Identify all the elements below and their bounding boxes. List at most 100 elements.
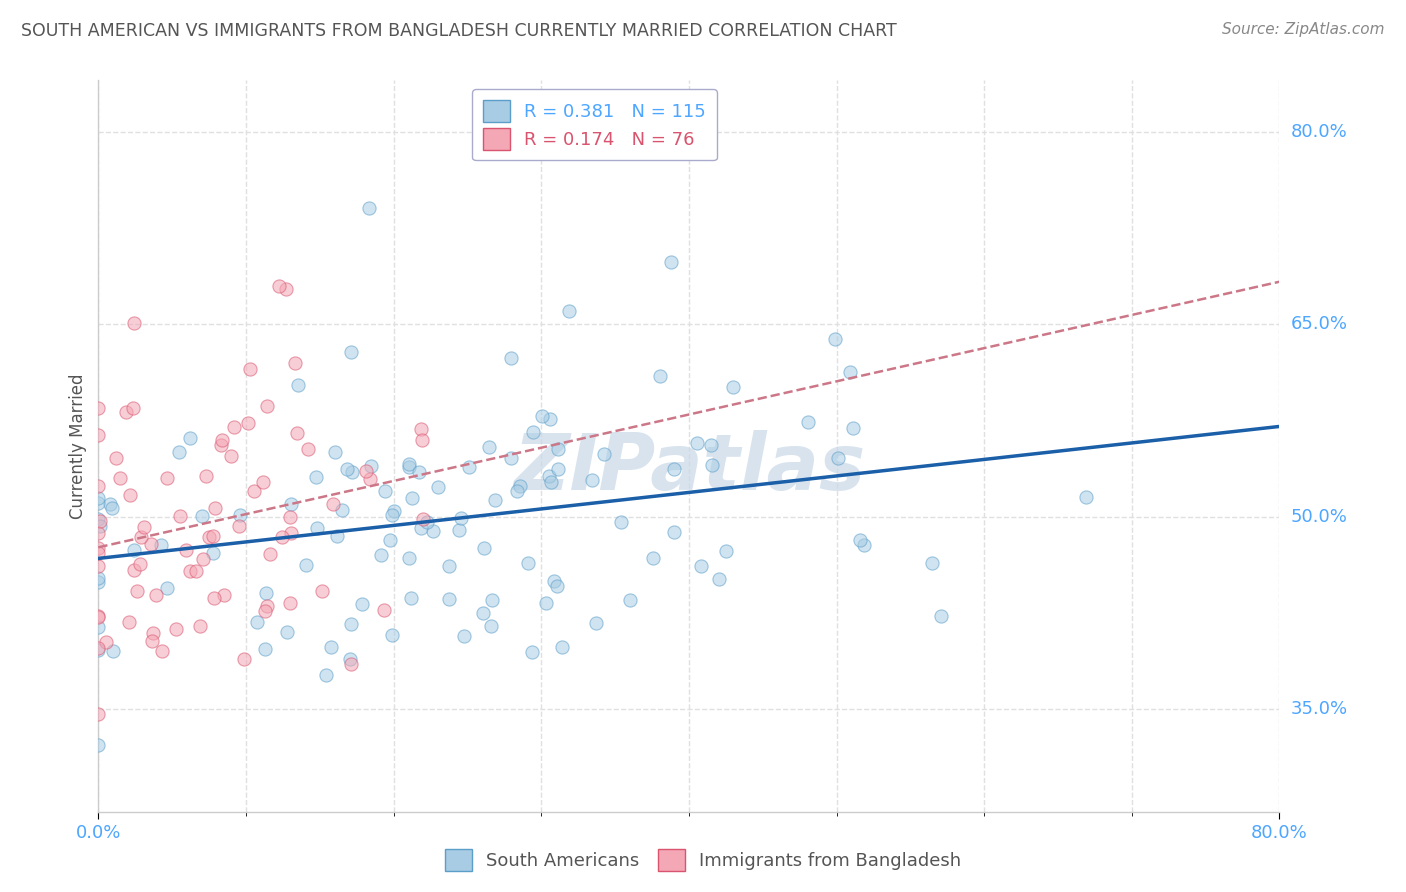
Point bbox=[128, 558, 150, 572]
Point bbox=[132, 520, 155, 534]
Point bbox=[98, 497, 121, 511]
Point bbox=[319, 640, 342, 655]
Point bbox=[278, 510, 301, 524]
Point bbox=[179, 565, 201, 579]
Point bbox=[323, 444, 346, 458]
Point bbox=[929, 609, 952, 624]
Point bbox=[921, 557, 943, 571]
Point bbox=[522, 425, 544, 440]
Point bbox=[253, 604, 276, 618]
Point bbox=[141, 634, 163, 648]
Point bbox=[198, 530, 221, 544]
Point bbox=[530, 409, 553, 423]
Point bbox=[87, 496, 110, 510]
Point bbox=[824, 332, 846, 346]
Point bbox=[411, 433, 433, 447]
Point bbox=[827, 450, 849, 465]
Point bbox=[105, 450, 128, 465]
Point bbox=[87, 559, 110, 574]
Point bbox=[256, 399, 278, 413]
Point bbox=[354, 464, 377, 478]
Point bbox=[409, 521, 432, 535]
Point bbox=[243, 484, 266, 499]
Point bbox=[89, 514, 111, 528]
Text: 65.0%: 65.0% bbox=[1291, 315, 1347, 333]
Point bbox=[453, 629, 475, 643]
Point bbox=[165, 622, 187, 636]
Point bbox=[374, 483, 396, 498]
Point bbox=[661, 255, 683, 269]
Point bbox=[359, 201, 381, 215]
Point bbox=[592, 447, 614, 461]
Point bbox=[267, 279, 290, 293]
Point bbox=[852, 538, 875, 552]
Point bbox=[450, 511, 472, 525]
Point bbox=[499, 351, 522, 365]
Legend: R = 0.381   N = 115, R = 0.174   N = 76: R = 0.381 N = 115, R = 0.174 N = 76 bbox=[472, 89, 717, 161]
Point bbox=[721, 380, 744, 394]
Point bbox=[276, 624, 298, 639]
Point bbox=[399, 591, 422, 605]
Point bbox=[501, 451, 523, 466]
Point bbox=[457, 460, 479, 475]
Point bbox=[212, 588, 235, 602]
Point bbox=[150, 644, 173, 658]
Point bbox=[619, 593, 641, 607]
Point bbox=[536, 596, 558, 610]
Point bbox=[416, 515, 439, 529]
Point bbox=[101, 644, 124, 658]
Point bbox=[412, 511, 434, 525]
Point bbox=[540, 475, 562, 490]
Point bbox=[797, 415, 820, 429]
Point bbox=[437, 558, 460, 573]
Point bbox=[381, 508, 404, 523]
Point bbox=[124, 563, 146, 577]
Point bbox=[381, 628, 404, 642]
Point bbox=[378, 533, 401, 548]
Point bbox=[842, 421, 865, 435]
Point bbox=[517, 556, 540, 570]
Point bbox=[169, 508, 191, 523]
Point bbox=[270, 530, 292, 544]
Point bbox=[551, 640, 574, 654]
Point bbox=[87, 428, 110, 442]
Point bbox=[254, 585, 277, 599]
Point bbox=[122, 401, 145, 416]
Point bbox=[702, 458, 724, 472]
Point bbox=[87, 491, 110, 505]
Point bbox=[238, 361, 260, 376]
Point bbox=[284, 356, 307, 370]
Point bbox=[506, 483, 529, 498]
Point bbox=[228, 519, 250, 533]
Point bbox=[87, 620, 110, 634]
Point bbox=[339, 617, 361, 632]
Point bbox=[222, 420, 245, 434]
Point bbox=[139, 537, 162, 551]
Point bbox=[87, 707, 110, 722]
Point bbox=[336, 462, 359, 476]
Point bbox=[87, 610, 110, 624]
Point bbox=[581, 473, 603, 487]
Text: Source: ZipAtlas.com: Source: ZipAtlas.com bbox=[1222, 22, 1385, 37]
Point bbox=[686, 435, 709, 450]
Point bbox=[219, 450, 242, 464]
Point bbox=[370, 549, 392, 563]
Point bbox=[167, 445, 190, 459]
Point bbox=[122, 317, 145, 331]
Point bbox=[538, 412, 561, 426]
Point bbox=[447, 524, 470, 538]
Point bbox=[87, 571, 110, 585]
Text: 35.0%: 35.0% bbox=[1291, 700, 1348, 718]
Point bbox=[179, 431, 201, 445]
Point bbox=[315, 668, 337, 682]
Point bbox=[202, 546, 225, 560]
Point bbox=[253, 642, 276, 657]
Point bbox=[204, 501, 226, 516]
Point bbox=[311, 583, 333, 598]
Point bbox=[439, 591, 461, 606]
Text: ZIPatlas: ZIPatlas bbox=[513, 430, 865, 506]
Point bbox=[648, 369, 671, 384]
Point bbox=[546, 579, 568, 593]
Point bbox=[127, 583, 149, 598]
Point bbox=[373, 603, 395, 617]
